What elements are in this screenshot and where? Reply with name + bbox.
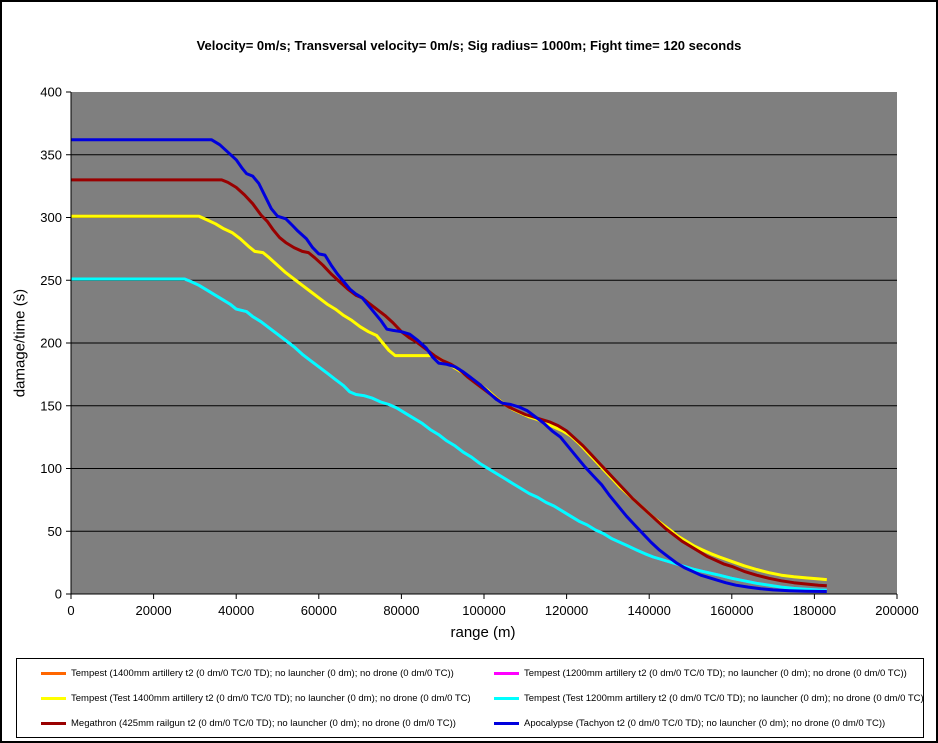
x-tick-label: 140000	[628, 603, 671, 618]
y-tick-label: 0	[55, 587, 62, 602]
x-tick-label: 100000	[462, 603, 505, 618]
x-tick-label: 40000	[218, 603, 254, 618]
legend-swatch	[41, 672, 66, 675]
legend-item: Apocalypse (Tachyon t2 (0 dm/0 TC/0 TD);…	[470, 718, 923, 729]
legend: Tempest (1400mm artillery t2 (0 dm/0 TC/…	[16, 658, 924, 738]
legend-item: Tempest (Test 1400mm artillery t2 (0 dm/…	[17, 693, 470, 704]
legend-item: Tempest (1200mm artillery t2 (0 dm/0 TC/…	[470, 668, 923, 679]
legend-label: Megathron (425mm railgun t2 (0 dm/0 TC/0…	[71, 718, 456, 729]
legend-item: Tempest (1400mm artillery t2 (0 dm/0 TC/…	[17, 668, 470, 679]
chart-plot-svg: 0 50 100 150 200 250 300 350 400 0 20000 40000 60000…	[40, 85, 918, 619]
x-tick-label: 160000	[710, 603, 753, 618]
legend-swatch	[494, 722, 519, 725]
legend-swatch	[494, 672, 519, 675]
x-tick-label: 60000	[301, 603, 337, 618]
x-axis-title: range (m)	[450, 624, 516, 641]
legend-label: Tempest (Test 1200mm artillery t2 (0 dm/…	[524, 693, 923, 704]
legend-swatch	[494, 697, 519, 700]
x-tick-label: 200000	[875, 603, 918, 618]
y-tick-label: 350	[40, 147, 62, 162]
legend-label: Apocalypse (Tachyon t2 (0 dm/0 TC/0 TD);…	[524, 718, 886, 729]
series-line-5	[71, 138, 827, 593]
chart-title: Velocity= 0m/s; Transversal velocity= 0m…	[196, 38, 742, 53]
y-tick-label: 100	[40, 461, 62, 476]
y-tick-label: 50	[48, 524, 62, 539]
legend-swatch	[41, 722, 66, 725]
legend-item: Tempest (Test 1200mm artillery t2 (0 dm/…	[470, 693, 923, 704]
y-tick-label: 400	[40, 85, 62, 100]
legend-swatch	[41, 697, 66, 700]
y-tick-label: 300	[40, 210, 62, 225]
legend-label: Tempest (1400mm artillery t2 (0 dm/0 TC/…	[71, 668, 454, 679]
y-tick-label: 200	[40, 336, 62, 351]
legend-label: Tempest (Test 1400mm artillery t2 (0 dm/…	[71, 693, 470, 704]
y-tick-label: 150	[40, 398, 62, 413]
y-tick-label: 250	[40, 273, 62, 288]
x-tick-label: 0	[67, 603, 74, 618]
x-tick-label: 180000	[793, 603, 836, 618]
x-tick-label: 80000	[383, 603, 419, 618]
y-axis-title: damage/time (s)	[11, 288, 29, 398]
legend-item: Megathron (425mm railgun t2 (0 dm/0 TC/0…	[17, 718, 470, 729]
series-line-3	[71, 277, 827, 592]
x-tick-label: 120000	[545, 603, 588, 618]
x-tick-label: 20000	[136, 603, 172, 618]
legend-label: Tempest (1200mm artillery t2 (0 dm/0 TC/…	[524, 668, 907, 679]
